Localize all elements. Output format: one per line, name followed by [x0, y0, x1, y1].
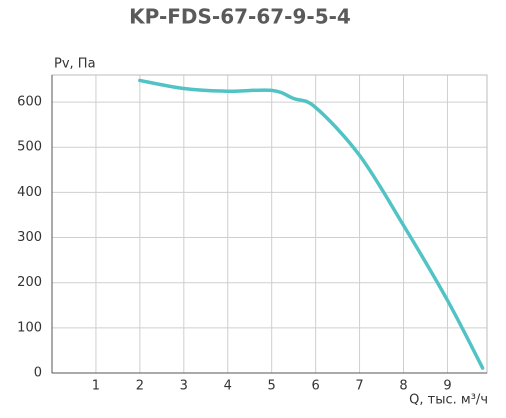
y-tick-label: 100 [17, 320, 42, 335]
x-axis-label: Q, тыс. м³/ч [409, 393, 488, 408]
y-tick-label: 0 [34, 366, 42, 381]
curve [138, 78, 485, 370]
y-tick-label: 400 [17, 185, 42, 200]
y-tick-label: 600 [17, 95, 42, 110]
x-tick-label: 5 [268, 379, 276, 394]
x-tick-label: 9 [443, 379, 451, 394]
x-tick-label: 6 [311, 379, 319, 394]
y-tick-label: 300 [17, 230, 42, 245]
x-tick-label: 2 [136, 379, 144, 394]
y-tick-label: 200 [17, 275, 42, 290]
x-tick-label: 1 [92, 379, 100, 394]
x-tick-label: 3 [180, 379, 188, 394]
x-tick-label: 8 [399, 379, 407, 394]
y-axis-label: Pv, Па [54, 57, 96, 72]
chart-title: KP-FDS-67-67-9-5-4 [129, 5, 351, 29]
y-tick-label: 500 [17, 140, 42, 155]
x-tick-label: 4 [224, 379, 232, 394]
x-tick-label: 7 [355, 379, 363, 394]
